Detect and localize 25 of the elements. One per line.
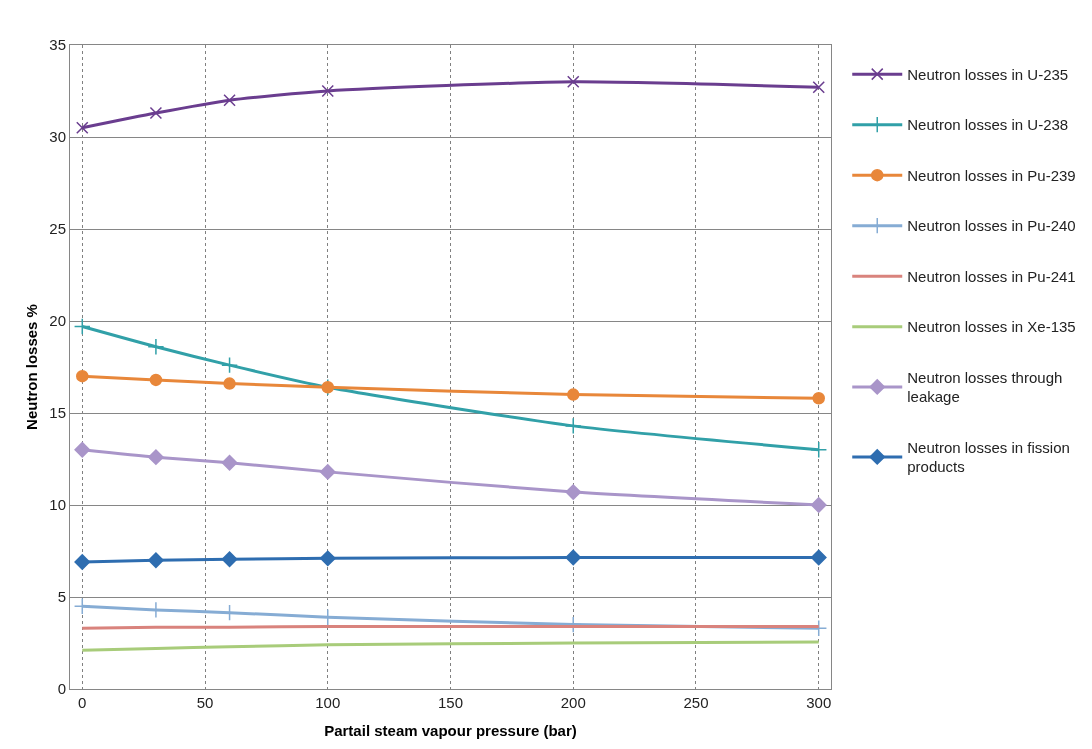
y-tick-label: 20 — [49, 312, 66, 330]
y-axis-title: Neutron losses % — [22, 304, 40, 430]
y-tick-label: 0 — [57, 680, 66, 698]
y-tick-label: 15 — [49, 404, 66, 422]
legend-label: Neutron losses in U-238 — [907, 116, 1069, 134]
y-tick-label: 5 — [57, 588, 66, 606]
legend-label: Neutron losses in Pu-241 — [907, 267, 1076, 285]
legend-label: Neutron losses through leakage — [907, 368, 1063, 406]
x-axis-title: Partail steam vapour pressure (bar) — [324, 722, 577, 739]
x-tick-label: 200 — [560, 694, 586, 711]
legend-label: Neutron losses in Pu-239 — [907, 166, 1076, 184]
x-tick-label: 250 — [683, 694, 709, 711]
x-tick-label: 100 — [315, 694, 341, 711]
y-tick-label: 35 — [49, 36, 66, 54]
y-tick-label: 10 — [49, 496, 66, 514]
y-tick-label: 25 — [49, 220, 66, 238]
legend-label: Neutron losses in Pu-240 — [907, 217, 1076, 235]
y-tick-label: 30 — [49, 128, 66, 146]
legend-label: Neutron losses in U-235 — [907, 65, 1069, 83]
x-tick-label: 300 — [806, 694, 832, 711]
x-tick-label: 0 — [78, 694, 87, 711]
legend-label: Neutron losses in fission products — [907, 438, 1070, 476]
legend-label: Neutron losses in Xe-135 — [907, 318, 1076, 336]
x-tick-label: 150 — [437, 694, 464, 711]
x-tick-label: 50 — [196, 694, 214, 711]
